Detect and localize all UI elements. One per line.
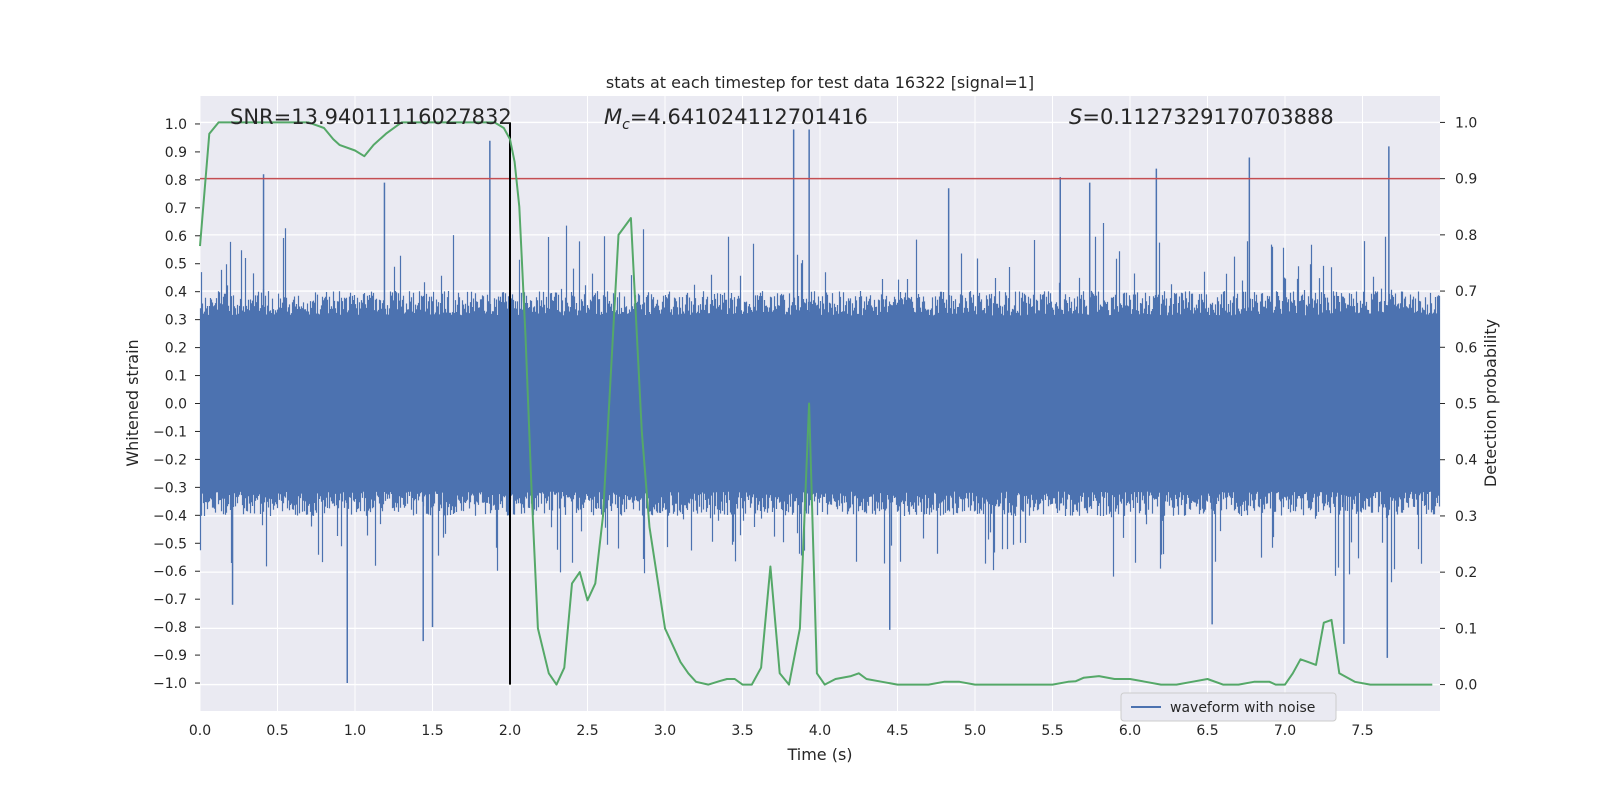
x-tick-label: 1.0 bbox=[344, 723, 366, 739]
s-symbol: S bbox=[1069, 105, 1082, 129]
y2-tick-label: 0.5 bbox=[1455, 397, 1477, 413]
y-tick-label: −0.4 bbox=[153, 508, 187, 524]
y2-axis-title: Detection probability bbox=[1481, 319, 1500, 487]
x-axis-title: Time (s) bbox=[786, 745, 852, 764]
s-value: =0.1127329170703888 bbox=[1082, 105, 1333, 129]
y-tick-label: −1.0 bbox=[153, 676, 187, 692]
detection-probability-line bbox=[199, 121, 1433, 686]
chart-title: stats at each timestep for test data 163… bbox=[606, 73, 1034, 92]
y2-tick-label: 0.6 bbox=[1455, 340, 1477, 356]
x-tick-label: 7.5 bbox=[1351, 723, 1373, 739]
y-tick-label: 1.0 bbox=[165, 117, 187, 133]
y-tick-label: 0.5 bbox=[165, 257, 187, 273]
x-tick-label: 2.5 bbox=[576, 723, 598, 739]
legend-label: waveform with noise bbox=[1170, 700, 1315, 716]
x-axis: 0.0 0.5 1.0 1.5 2.0 2.5 3.0 3.5 4.0 4.5 5.0 5.5 6.0 6… bbox=[189, 723, 1374, 739]
y-tick-label: −0.3 bbox=[153, 480, 187, 496]
y2-tick-label: 0.1 bbox=[1455, 621, 1477, 637]
y-tick-label: −0.2 bbox=[153, 452, 187, 468]
x-tick-label: 3.0 bbox=[654, 723, 676, 739]
x-tick-label: 4.0 bbox=[809, 723, 831, 739]
y-tick-label: −0.5 bbox=[153, 536, 187, 552]
y-axis-title: Whitened strain bbox=[123, 339, 142, 466]
y-tick-label: 0.8 bbox=[165, 173, 187, 189]
y2-tick-label: 0.2 bbox=[1455, 565, 1477, 581]
x-tick-label: 0.5 bbox=[266, 723, 288, 739]
x-tick-label: 1.5 bbox=[421, 723, 443, 739]
y2-tick-label: 1.0 bbox=[1455, 115, 1477, 131]
chirp-mass-annotation: Mc=4.641024112701416 bbox=[604, 105, 868, 133]
x-tick-label: 2.0 bbox=[499, 723, 521, 739]
x-tick-label: 5.5 bbox=[1041, 723, 1063, 739]
y2-tick-label: 0.9 bbox=[1455, 172, 1477, 188]
y-tick-label: 0.4 bbox=[165, 285, 187, 301]
probability-series bbox=[199, 121, 1433, 686]
overlays bbox=[200, 122, 1440, 685]
chirp-mass-symbol: M bbox=[604, 105, 622, 129]
y-tick-label: 0.3 bbox=[165, 313, 187, 329]
y-tick-label: −0.7 bbox=[153, 592, 187, 608]
x-tick-label: 4.5 bbox=[886, 723, 908, 739]
y-tick-label: −0.8 bbox=[153, 620, 187, 636]
chirp-mass-value: =4.641024112701416 bbox=[630, 105, 868, 129]
y-tick-label: −0.9 bbox=[153, 648, 187, 664]
legend-box bbox=[1120, 692, 1337, 722]
waveform-noise bbox=[199, 223, 1441, 583]
x-tick-label: 6.0 bbox=[1119, 723, 1141, 739]
snr-annotation: SNR=13.94011116027832 bbox=[230, 105, 512, 129]
y2-tick-label: 0.0 bbox=[1455, 678, 1477, 694]
y-tick-label: 0.2 bbox=[165, 341, 187, 357]
y2-tick-label: 0.4 bbox=[1455, 453, 1477, 469]
x-tick-label: 3.5 bbox=[731, 723, 753, 739]
y-tick-label: 0.6 bbox=[165, 229, 187, 245]
y-tick-label: −0.6 bbox=[153, 564, 187, 580]
x-tick-label: 5.0 bbox=[964, 723, 986, 739]
y-tick-label: −0.1 bbox=[153, 424, 187, 440]
y-tick-label: 0.1 bbox=[165, 369, 187, 385]
y-tick-label: 0.0 bbox=[165, 397, 187, 413]
y2-tick-label: 0.8 bbox=[1455, 228, 1477, 244]
y2-tick-label: 0.7 bbox=[1455, 284, 1477, 300]
legend: waveform with noise bbox=[1120, 692, 1337, 722]
y2-tick-label: 0.3 bbox=[1455, 509, 1477, 525]
chirp-mass-subscript: c bbox=[622, 117, 630, 133]
s-annotation: S=0.1127329170703888 bbox=[1069, 105, 1334, 129]
y-tick-label: 0.7 bbox=[165, 201, 187, 217]
x-tick-label: 0.0 bbox=[189, 723, 211, 739]
y-tick-label: 0.9 bbox=[165, 145, 187, 161]
x-tick-label: 6.5 bbox=[1196, 723, 1218, 739]
x-tick-label: 7.0 bbox=[1274, 723, 1296, 739]
waveform-series bbox=[199, 129, 1441, 684]
right-axis: 1.0 0.9 0.8 0.7 0.6 0.5 0.4 0.3 0.2 0.1 0.0 bbox=[1440, 115, 1477, 694]
left-axis: 1.0 0.9 0.8 0.7 0.6 0.5 0.4 0.3 0.2 0.1 0.0 −0.1 −0.… bbox=[153, 117, 200, 692]
